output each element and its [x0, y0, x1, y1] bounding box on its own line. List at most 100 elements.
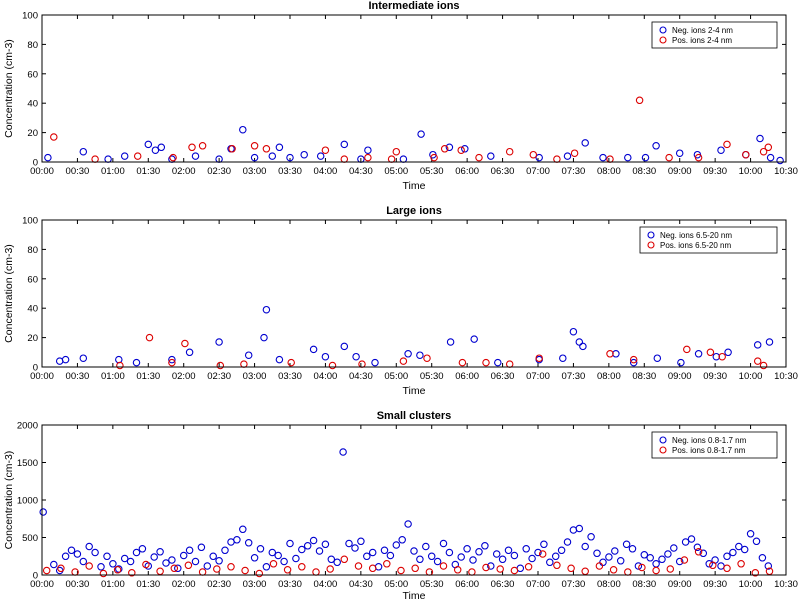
y-tick-label: 80 — [27, 245, 38, 256]
pos-ion-point — [629, 355, 638, 364]
pos-ion-point — [142, 560, 150, 569]
neg-ion-point — [494, 358, 502, 367]
neg-ion-point — [641, 153, 650, 162]
neg-ion-point — [735, 542, 743, 551]
legend-label: Neg. ions 6.5-20 nm — [660, 231, 732, 240]
x-tick-label: 02:00 — [172, 166, 196, 177]
neg-ion-point — [104, 155, 112, 163]
pos-ion-point — [505, 360, 514, 368]
neg-ion-point — [321, 540, 330, 549]
pos-ion-point — [145, 333, 154, 342]
x-tick-label: 09:30 — [703, 371, 727, 382]
pos-ion-point — [321, 146, 330, 154]
neg-ion-point — [559, 354, 567, 362]
neg-ion-point — [339, 448, 347, 456]
neg-ion-point — [103, 552, 111, 561]
plot-area — [41, 219, 787, 368]
x-tick-label: 09:30 — [703, 579, 727, 590]
x-tick-label: 07:30 — [562, 579, 586, 590]
pos-ion-point — [423, 354, 431, 362]
x-tick-label: 04:30 — [349, 166, 373, 177]
pos-ion-point — [538, 550, 547, 558]
x-tick-label: 07:00 — [526, 371, 550, 382]
neg-ion-point — [262, 305, 271, 314]
neg-ion-point — [563, 152, 572, 160]
pos-ion-point — [737, 560, 745, 568]
legend-label: Pos. ions 2-4 nm — [672, 36, 732, 45]
pos-ion-point — [742, 150, 750, 159]
x-tick-label: 03:30 — [278, 371, 302, 382]
pos-ion-point — [269, 560, 278, 568]
x-tick-label: 08:00 — [597, 371, 621, 382]
neg-ion-point — [492, 550, 501, 558]
neg-ion-point — [675, 149, 684, 157]
neg-ion-point — [652, 560, 660, 568]
neg-ion-point — [50, 560, 58, 569]
x-tick-label: 09:30 — [703, 166, 727, 177]
pos-ion-point — [635, 96, 644, 105]
neg-ion-point — [126, 557, 135, 566]
neg-ion-point — [557, 546, 566, 555]
x-axis-label: Time — [403, 385, 426, 397]
neg-ion-point — [340, 342, 349, 351]
pos-ion-point — [340, 555, 349, 564]
neg-ion-point — [97, 563, 105, 571]
neg-ion-point — [91, 548, 99, 557]
neg-ion-point — [416, 555, 424, 564]
x-tick-label: 04:00 — [314, 579, 338, 590]
y-tick-label: 100 — [22, 216, 38, 227]
neg-ion-point — [634, 562, 643, 570]
x-tick-label: 01:00 — [101, 371, 125, 382]
pos-ion-point — [411, 564, 419, 573]
neg-ion-point — [535, 153, 543, 162]
neg-ion-point — [274, 551, 282, 560]
pos-ion-point — [397, 566, 405, 575]
neg-ion-point — [658, 555, 666, 564]
pos-ion-point — [440, 145, 449, 153]
pos-ion-point — [364, 153, 372, 162]
pos-ion-point — [116, 361, 124, 370]
neg-ion-point — [766, 153, 775, 162]
neg-ion-point — [579, 342, 587, 351]
pos-ion-point — [283, 566, 292, 574]
neg-ion-point — [120, 152, 129, 160]
y-tick-label: 40 — [27, 304, 38, 315]
y-tick-label: 0 — [33, 571, 38, 582]
x-tick-label: 09:00 — [668, 166, 692, 177]
neg-ion-point — [132, 358, 141, 367]
x-tick-label: 02:30 — [207, 579, 231, 590]
pos-ion-point — [638, 563, 646, 572]
neg-ion-point — [333, 558, 341, 567]
plot-area — [41, 424, 787, 576]
pos-ion-point — [198, 142, 207, 150]
legend-marker — [659, 436, 667, 444]
neg-ion-point — [132, 548, 141, 557]
neg-ion-point — [39, 508, 47, 516]
x-tick-label: 09:00 — [668, 371, 692, 382]
neg-ion-point — [699, 549, 708, 558]
x-axis-label: Time — [403, 590, 426, 600]
x-tick-label: 04:30 — [349, 579, 373, 590]
neg-ion-point — [244, 351, 253, 359]
neg-ion-point — [681, 538, 690, 546]
neg-ion-point — [298, 545, 306, 554]
panel-title: Large ions — [386, 205, 442, 217]
y-tick-label: 40 — [27, 99, 38, 110]
x-tick-label: 10:00 — [739, 579, 763, 590]
x-axis-label: Time — [403, 180, 426, 192]
pos-ion-point — [570, 149, 579, 157]
x-tick-label: 00:00 — [30, 579, 54, 590]
neg-ion-point — [44, 153, 52, 162]
neg-ion-point — [599, 558, 607, 567]
pos-ion-point — [683, 345, 691, 354]
y-tick-label: 20 — [27, 128, 38, 139]
data-points — [44, 96, 784, 165]
neg-ion-point — [363, 552, 371, 561]
neg-ion-point — [215, 557, 223, 565]
neg-ion-point — [268, 152, 277, 160]
neg-ion-point — [705, 560, 713, 568]
neg-ion-point — [174, 564, 182, 573]
neg-ion-point — [368, 548, 377, 557]
pos-ion-point — [262, 145, 271, 153]
